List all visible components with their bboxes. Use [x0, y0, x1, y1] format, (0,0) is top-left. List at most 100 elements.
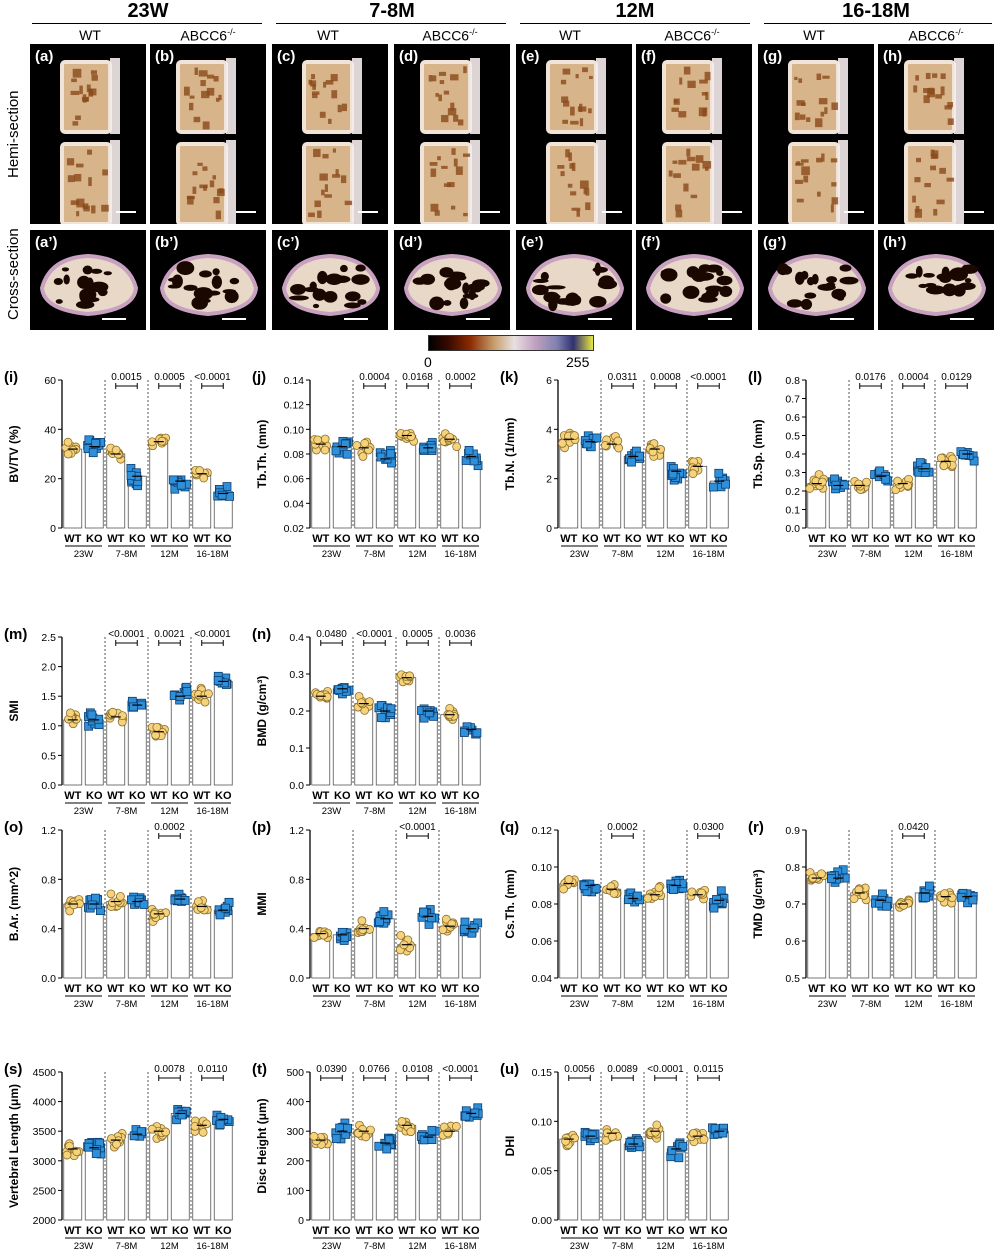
- bar: [63, 903, 83, 979]
- p-value-label: 0.0420: [898, 822, 929, 833]
- y-tick-label: 40: [44, 424, 56, 436]
- hemi-section-panel: (d): [394, 44, 510, 224]
- panel-label: (h’): [883, 234, 907, 251]
- bar: [623, 898, 643, 979]
- p-value-label: 0.0005: [402, 629, 433, 640]
- vertebra-cross-image: [281, 253, 381, 317]
- group-label: 16-18M: [196, 999, 228, 1010]
- y-tick-label: 0.06: [284, 474, 305, 486]
- bar: [397, 1124, 417, 1221]
- group-label: 16-18M: [444, 549, 476, 560]
- x-tick-label: KO: [215, 533, 232, 545]
- x-tick-label: WT: [441, 1225, 458, 1237]
- panel-label: (a): [35, 48, 54, 65]
- data-point-ko: [968, 895, 978, 905]
- data-point-wt: [817, 477, 827, 487]
- chart-i: (i) BV/TV (%) 0 20 40 60 WT KO WT KO WT KO WT KO 23W 7-…: [4, 369, 234, 560]
- colorbar: [428, 335, 594, 351]
- y-axis-label: B.Ar. (mm^2): [7, 867, 21, 941]
- bar: [645, 894, 665, 979]
- y-axis-label: DHI: [503, 1136, 517, 1157]
- x-tick-label: WT: [312, 790, 329, 802]
- bar: [84, 1147, 104, 1221]
- data-point-ko: [669, 885, 678, 894]
- bar: [957, 896, 977, 979]
- data-point-ko: [716, 886, 726, 896]
- y-tick-label: 0.6: [785, 936, 800, 948]
- bar: [375, 458, 395, 529]
- x-tick-label: WT: [312, 983, 329, 995]
- data-point-ko: [632, 891, 642, 901]
- data-point-wt: [69, 900, 79, 910]
- x-tick-label: WT: [64, 983, 81, 995]
- group-label: 16-18M: [692, 999, 724, 1010]
- y-tick-label: 20: [44, 474, 56, 486]
- data-point-ko: [956, 892, 966, 902]
- bar: [461, 1113, 481, 1221]
- data-point-wt: [452, 442, 462, 452]
- data-point-ko: [427, 1125, 437, 1135]
- data-point-wt: [441, 914, 451, 924]
- x-tick-label: WT: [107, 983, 124, 995]
- y-tick-label: 1.2: [41, 825, 56, 837]
- scale-bar: [102, 318, 126, 320]
- bar: [311, 1139, 331, 1221]
- genotype-label: ABCC6-/-: [422, 27, 478, 44]
- chart-panel-label: (o): [4, 819, 23, 836]
- vertebra-image: [788, 58, 848, 224]
- group-label: 23W: [322, 999, 342, 1010]
- y-tick-label: 0.1: [289, 743, 304, 755]
- data-point-wt: [190, 1121, 200, 1131]
- x-tick-label: WT: [441, 790, 458, 802]
- data-point-ko: [882, 901, 892, 911]
- chart-panel-label: (j): [252, 369, 266, 386]
- data-point-wt: [854, 885, 864, 895]
- bar: [440, 438, 460, 529]
- y-tick-label: 500: [286, 1067, 304, 1079]
- p-value-label: <0.0001: [399, 822, 436, 833]
- data-point-wt: [564, 875, 574, 884]
- cross-section-panel: (f’): [636, 230, 752, 330]
- data-point-wt: [62, 1150, 72, 1160]
- x-tick-label: KO: [86, 533, 103, 545]
- data-point-wt: [356, 698, 366, 707]
- data-point-wt: [397, 1117, 407, 1126]
- bar: [602, 888, 622, 979]
- x-tick-label: KO: [582, 983, 599, 995]
- data-point-wt: [643, 893, 653, 903]
- group-label: 12M: [408, 1241, 427, 1250]
- data-point-wt: [65, 708, 75, 718]
- data-point-ko: [592, 433, 602, 443]
- data-point-wt: [451, 1121, 461, 1131]
- x-tick-label: KO: [959, 533, 976, 545]
- x-tick-label: WT: [150, 790, 167, 802]
- scale-bar: [358, 211, 378, 213]
- bar: [127, 704, 147, 786]
- group-label: 12M: [160, 806, 179, 817]
- data-point-wt: [196, 903, 206, 913]
- data-point-wt: [313, 435, 323, 445]
- data-point-ko: [678, 1141, 688, 1151]
- vertebra-image: [60, 58, 120, 224]
- data-point-ko: [129, 702, 138, 712]
- group-label: 16-18M: [444, 999, 476, 1010]
- y-tick-label: 0: [546, 523, 552, 535]
- data-point-ko: [379, 907, 389, 917]
- genotype-label: WT: [317, 27, 339, 43]
- p-value-label: 0.0311: [608, 372, 638, 383]
- data-point-ko: [721, 479, 730, 489]
- x-tick-label: WT: [937, 533, 954, 545]
- panel-label: (a’): [35, 234, 58, 251]
- chart-t: (t) Disc Height (μm) 0 100 200 300 400 500 WT KO W…: [252, 1061, 483, 1250]
- x-tick-label: KO: [129, 1225, 146, 1237]
- bar: [170, 695, 190, 786]
- group-label: 16-18M: [692, 1241, 724, 1250]
- y-tick-label: 0.12: [532, 825, 553, 837]
- data-point-ko: [343, 1123, 352, 1133]
- p-value-label: <0.0001: [356, 629, 393, 640]
- p-value-label: 0.0002: [445, 372, 476, 383]
- panel-label: (b’): [155, 234, 179, 251]
- y-tick-label: 0.4: [785, 449, 800, 461]
- x-tick-label: KO: [215, 1225, 232, 1237]
- y-tick-label: 0.4: [289, 924, 304, 936]
